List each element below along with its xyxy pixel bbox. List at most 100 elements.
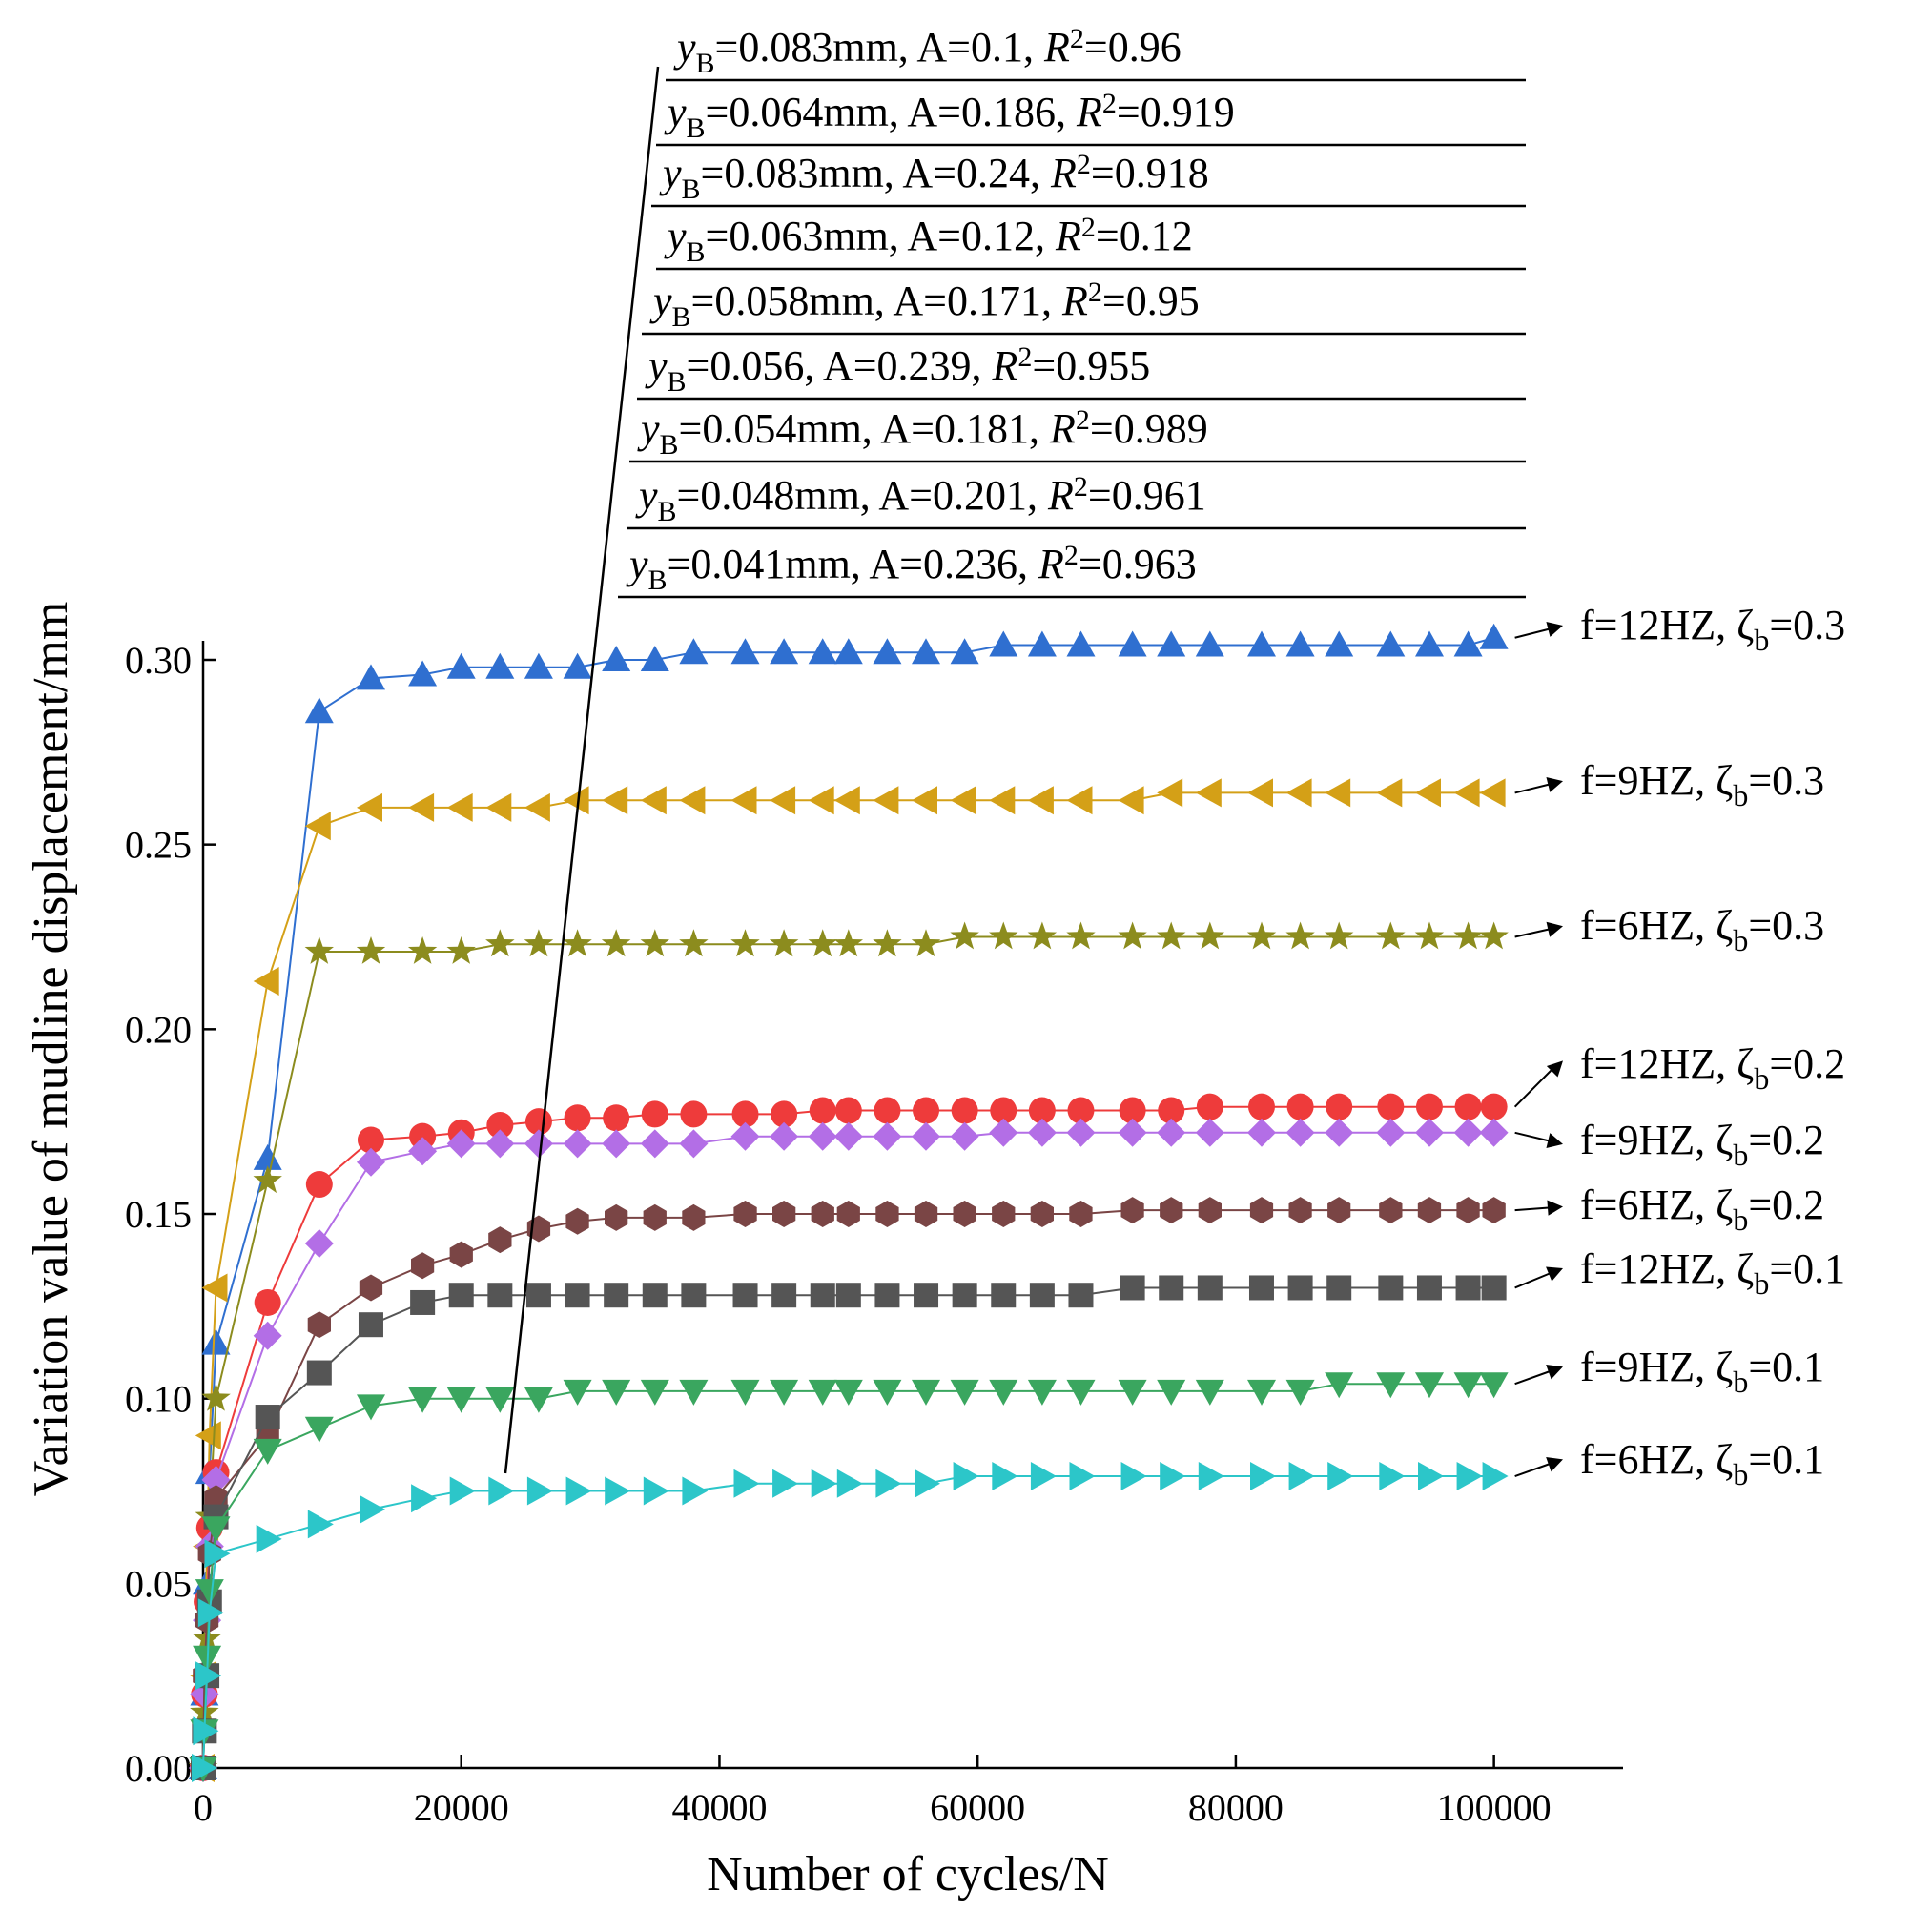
- data-point: [991, 1283, 1017, 1308]
- annotation-text: yB=0.058mm, A=0.171, R2=0.95: [649, 277, 1200, 333]
- data-point: [770, 1121, 799, 1151]
- data-point: [357, 1147, 385, 1177]
- data-point: [833, 929, 863, 957]
- data-point: [874, 1097, 901, 1124]
- data-point: [1453, 630, 1483, 657]
- data-point: [195, 1661, 222, 1691]
- data-point: [565, 1476, 592, 1506]
- data-point: [640, 646, 669, 671]
- data-point: [1067, 1097, 1095, 1124]
- data-point: [640, 1379, 669, 1406]
- data-point: [643, 1476, 669, 1506]
- data-point: [1376, 630, 1406, 657]
- series-label-text: f=6HZ, ζb=0.1: [1580, 1436, 1824, 1491]
- data-point: [640, 786, 667, 815]
- fit-annotation: yB=0.064mm, A=0.186, R2=0.919: [656, 88, 1526, 147]
- series: [191, 1275, 1507, 1780]
- data-point: [808, 638, 837, 665]
- data-point: [989, 630, 1018, 657]
- data-point: [253, 1165, 282, 1194]
- series-label: f=12HZ, ζb=0.3: [1514, 602, 1845, 657]
- y-tick-label: 0.10: [125, 1378, 192, 1421]
- data-point: [680, 1100, 708, 1128]
- data-point: [408, 660, 438, 687]
- data-point: [1195, 1118, 1224, 1147]
- data-point: [1479, 1372, 1509, 1399]
- data-point: [1479, 1118, 1509, 1147]
- data-point: [809, 1097, 836, 1124]
- data-point: [449, 1241, 473, 1268]
- data-point: [488, 1226, 512, 1254]
- data-point: [1327, 1462, 1354, 1490]
- data-point: [873, 638, 902, 665]
- data-point: [1453, 1372, 1483, 1399]
- data-point: [811, 1201, 834, 1227]
- data-point: [1195, 630, 1224, 657]
- fit-annotation: yB=0.083mm, A=0.24, R2=0.918: [651, 149, 1526, 208]
- data-point: [304, 812, 331, 841]
- data-point: [912, 638, 940, 665]
- series-label: f=12HZ, ζb=0.1: [1514, 1245, 1845, 1301]
- data-point: [197, 1598, 224, 1628]
- data-point: [1159, 1275, 1184, 1301]
- data-point: [810, 1283, 835, 1308]
- data-point: [307, 1311, 331, 1339]
- data-point: [1416, 1275, 1442, 1301]
- fit-annotation: yB=0.041mm, A=0.236, R2=0.963: [618, 540, 1526, 599]
- data-point: [357, 664, 385, 690]
- data-point: [1027, 630, 1057, 657]
- data-point: [1027, 1118, 1057, 1147]
- data-point: [811, 1469, 837, 1498]
- series-label-text: f=6HZ, ζb=0.2: [1580, 1182, 1824, 1237]
- data-point: [679, 1379, 709, 1406]
- data-point: [359, 1274, 383, 1302]
- fit-annotation: yB=0.063mm, A=0.12, R2=0.12: [656, 212, 1526, 271]
- data-point: [253, 1321, 282, 1350]
- data-point: [1195, 778, 1222, 808]
- data-point: [201, 1328, 231, 1355]
- data-point: [1198, 1197, 1222, 1224]
- data-point: [1377, 1093, 1405, 1120]
- fit-annotation: yB=0.054mm, A=0.181, R2=0.989: [629, 404, 1526, 463]
- data-point: [487, 1283, 513, 1308]
- data-point: [526, 1476, 553, 1506]
- data-point: [1376, 921, 1406, 950]
- series-label-text: f=12HZ, ζb=0.1: [1580, 1245, 1845, 1301]
- data-point: [485, 1387, 515, 1413]
- annotation-text: yB=0.048mm, A=0.201, R2=0.961: [635, 471, 1206, 527]
- data-point: [953, 1201, 976, 1227]
- data-point: [358, 1312, 383, 1338]
- data-point: [874, 1283, 900, 1308]
- y-tick-label: 0.25: [125, 824, 192, 867]
- data-point: [679, 786, 706, 815]
- data-point: [256, 1524, 282, 1553]
- data-point: [448, 1283, 474, 1308]
- data-point: [1157, 1379, 1186, 1406]
- data-point: [1157, 778, 1183, 808]
- data-point: [1415, 1093, 1443, 1120]
- data-point: [1069, 1201, 1093, 1227]
- data-point: [446, 652, 476, 679]
- label-arrow-head: [1546, 1133, 1563, 1149]
- data-point: [201, 1383, 231, 1411]
- data-point: [950, 1121, 979, 1151]
- data-point: [950, 786, 976, 815]
- label-arrow-head: [1546, 1266, 1563, 1282]
- data-point: [304, 936, 334, 964]
- series-label: f=9HZ, ζb=0.1: [1514, 1344, 1824, 1399]
- data-point: [524, 929, 554, 957]
- label-arrow-head: [1546, 921, 1563, 937]
- y-tick-label: 0.00: [125, 1747, 192, 1790]
- data-point: [192, 1754, 217, 1782]
- data-point: [1287, 1275, 1313, 1301]
- annotation-text: yB=0.064mm, A=0.186, R2=0.919: [664, 88, 1235, 144]
- data-point: [682, 1203, 706, 1231]
- data-point: [1481, 1275, 1507, 1301]
- data-point: [1379, 1462, 1406, 1490]
- series-label-text: f=12HZ, ζb=0.2: [1580, 1040, 1845, 1096]
- series-line: [202, 1131, 1494, 1769]
- data-point: [602, 1379, 631, 1406]
- data-point: [253, 967, 279, 996]
- data-point: [950, 638, 979, 665]
